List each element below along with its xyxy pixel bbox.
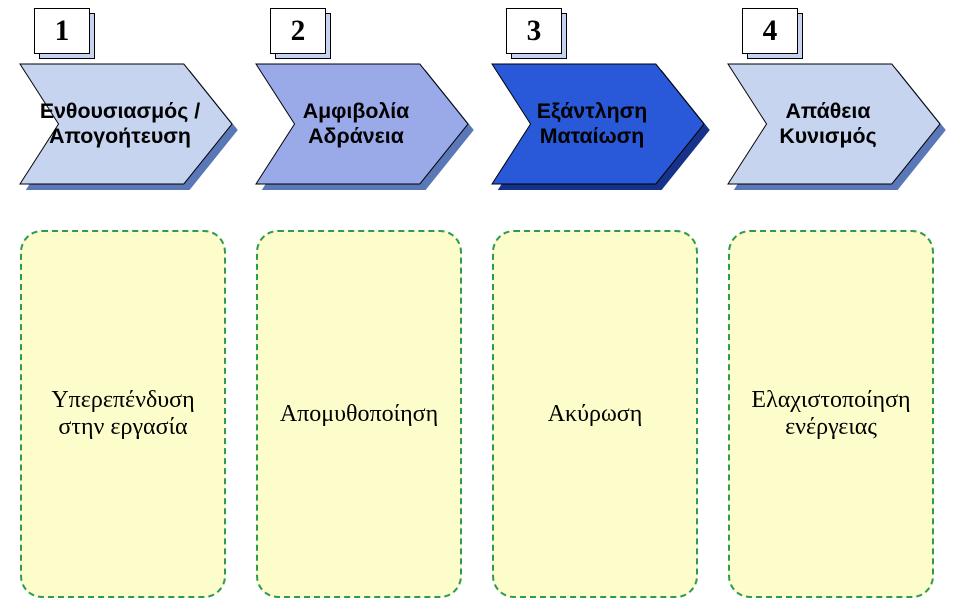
bubble-line1: Ελαχιστοποίηση xyxy=(751,387,910,414)
stage-number: 4 xyxy=(742,8,798,54)
stage-arrow: Αμφιβολία Αδράνεια xyxy=(256,64,468,184)
arrow-line1: Αμφιβολία xyxy=(303,99,410,124)
stage-number: 1 xyxy=(34,8,90,54)
arrow-text: Εξάντληση Ματαίωση xyxy=(492,64,704,184)
stage-arrow: Εξάντληση Ματαίωση xyxy=(492,64,704,184)
bubble-line2: ενέργειας xyxy=(785,414,877,441)
stage-col-3: 3 Εξάντληση Ματαίωση Ακύρωση xyxy=(492,0,704,612)
bubble-line1: Ακύρωση xyxy=(548,401,643,428)
stage-columns: 1 Ενθουσιασμός / Απογοήτευση Υπερεπένδυσ… xyxy=(0,0,960,612)
arrow-text: Ενθουσιασμός / Απογοήτευση xyxy=(20,64,232,184)
stage-bubble: Υπερεπένδυση στην εργασία xyxy=(20,230,226,598)
arrow-line1: Εξάντληση xyxy=(537,99,647,124)
arrow-line1: Ενθουσιασμός / xyxy=(40,99,200,124)
stage-col-4: 4 Απάθεια Κυνισμός Ελαχιστοποίηση ενέργε… xyxy=(728,0,940,612)
arrow-text: Αμφιβολία Αδράνεια xyxy=(256,64,468,184)
stage-number-box: 2 xyxy=(270,8,326,54)
arrow-line2: Αδράνεια xyxy=(308,124,404,149)
arrow-line2: Κυνισμός xyxy=(779,124,876,149)
stage-arrow: Ενθουσιασμός / Απογοήτευση xyxy=(20,64,232,184)
stage-bubble: Απομυθοποίηση xyxy=(256,230,462,598)
stage-number: 2 xyxy=(270,8,326,54)
stage-col-1: 1 Ενθουσιασμός / Απογοήτευση Υπερεπένδυσ… xyxy=(20,0,232,612)
arrow-line1: Απάθεια xyxy=(786,99,871,124)
bubble-line2: στην εργασία xyxy=(58,414,187,441)
arrow-line2: Απογοήτευση xyxy=(49,124,191,149)
stage-arrow: Απάθεια Κυνισμός xyxy=(728,64,940,184)
bubble-line1: Απομυθοποίηση xyxy=(280,401,438,428)
stage-number-box: 1 xyxy=(34,8,90,54)
arrow-text: Απάθεια Κυνισμός xyxy=(728,64,940,184)
stage-number-box: 3 xyxy=(506,8,562,54)
stage-number-box: 4 xyxy=(742,8,798,54)
arrow-line2: Ματαίωση xyxy=(540,124,644,149)
stage-col-2: 2 Αμφιβολία Αδράνεια Απομυθοποίηση xyxy=(256,0,468,612)
stage-bubble: Ελαχιστοποίηση ενέργειας xyxy=(728,230,934,598)
stage-bubble: Ακύρωση xyxy=(492,230,698,598)
stage-number: 3 xyxy=(506,8,562,54)
bubble-line1: Υπερεπένδυση xyxy=(51,387,194,414)
